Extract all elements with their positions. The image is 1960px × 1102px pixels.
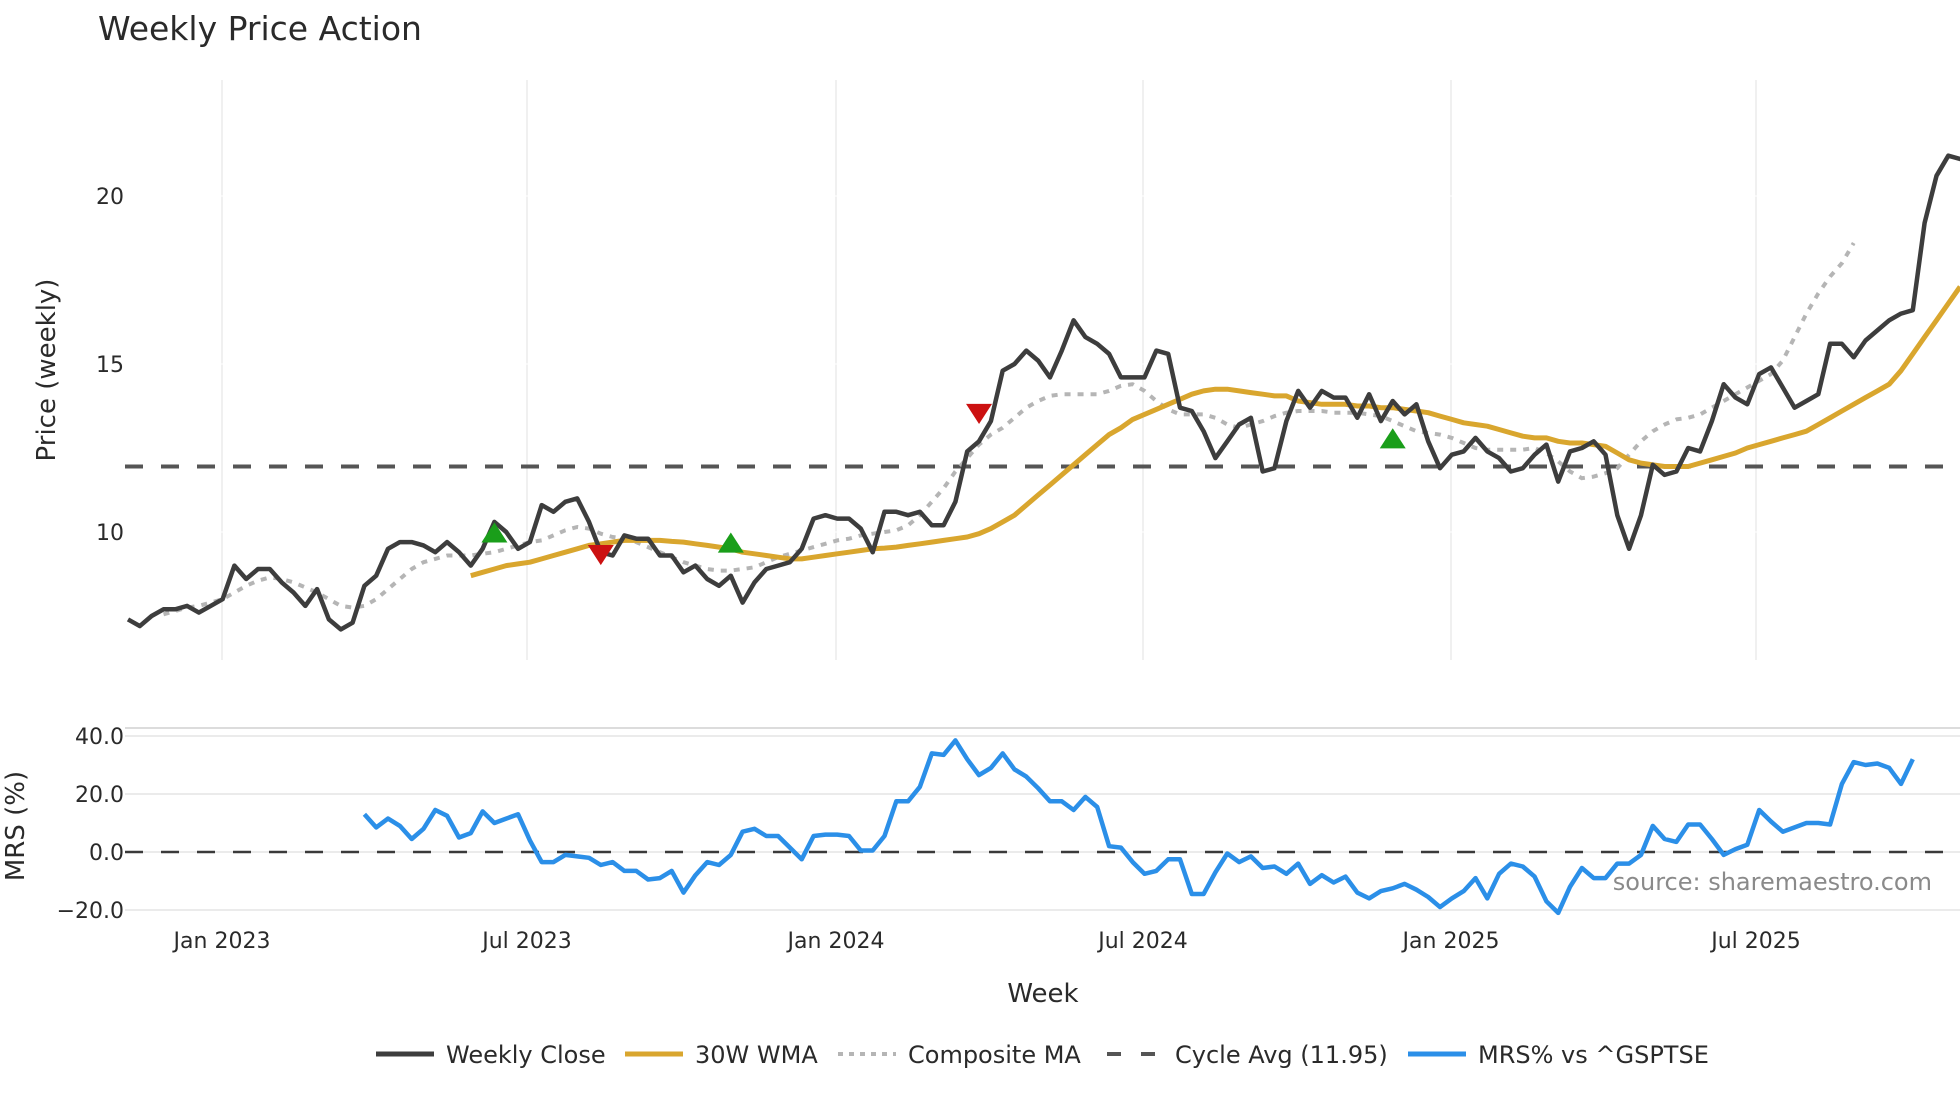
legend-label: Weekly Close bbox=[446, 1041, 606, 1069]
buy-signal-triangle-up-icon bbox=[481, 522, 508, 543]
buy-signal-triangle-up-icon bbox=[1379, 428, 1406, 449]
sell-signal-triangle-down-icon bbox=[587, 545, 614, 566]
mrs-line bbox=[362, 738, 1915, 916]
composite-ma-line bbox=[162, 241, 1856, 617]
price-panel-grid bbox=[125, 80, 1960, 660]
legend-item-weekly-close[interactable]: Weekly Close bbox=[376, 1041, 606, 1069]
price-y-tick-label: 20 bbox=[96, 185, 124, 210]
signal-markers bbox=[481, 403, 1406, 566]
legend-label: MRS% vs ^GSPTSE bbox=[1478, 1041, 1709, 1069]
price-y-axis-ticks: 10 15 20 bbox=[96, 185, 124, 546]
x-tick-label: Jul 2023 bbox=[480, 929, 572, 954]
price-y-axis-title: Price (weekly) bbox=[32, 279, 62, 462]
chart-title: Weekly Price Action bbox=[98, 9, 422, 48]
source-watermark: source: sharemaestro.com bbox=[1613, 868, 1932, 896]
mrs-y-tick-label: 20.0 bbox=[75, 783, 124, 808]
x-axis-ticks: Jan 2023 Jul 2023 Jan 2024 Jul 2024 Jan 2025… bbox=[172, 929, 1801, 954]
legend-label: Composite MA bbox=[908, 1041, 1081, 1069]
weekly-close-line bbox=[126, 153, 1960, 632]
legend-label: 30W WMA bbox=[695, 1041, 818, 1069]
legend-item-cycle-avg[interactable]: Cycle Avg (11.95) bbox=[1107, 1041, 1388, 1069]
mrs-y-tick-label: 0.0 bbox=[89, 841, 124, 866]
wma-30w-line bbox=[470, 285, 1960, 579]
mrs-y-tick-label: −20.0 bbox=[57, 899, 124, 924]
price-y-tick-label: 15 bbox=[96, 353, 124, 378]
legend-item-composite[interactable]: Composite MA bbox=[838, 1041, 1081, 1069]
x-tick-label: Jan 2024 bbox=[786, 929, 885, 954]
mrs-series bbox=[362, 738, 1915, 916]
x-tick-label: Jan 2025 bbox=[1401, 929, 1500, 954]
x-tick-label: Jul 2025 bbox=[1709, 929, 1801, 954]
price-y-tick-label: 10 bbox=[96, 521, 124, 546]
price-series bbox=[126, 153, 1960, 632]
legend-item-mrs[interactable]: MRS% vs ^GSPTSE bbox=[1408, 1041, 1709, 1069]
mrs-y-tick-label: 40.0 bbox=[75, 725, 124, 750]
legend-item-wma[interactable]: 30W WMA bbox=[625, 1041, 818, 1069]
x-axis-title: Week bbox=[1007, 979, 1078, 1009]
mrs-y-axis-title: MRS (%) bbox=[1, 771, 31, 881]
sell-signal-triangle-down-icon bbox=[966, 403, 993, 425]
mrs-y-axis-ticks: −20.0 0.0 20.0 40.0 bbox=[57, 725, 124, 924]
x-tick-label: Jan 2023 bbox=[172, 929, 271, 954]
legend: Weekly Close 30W WMA Composite MA Cycle Avg… bbox=[376, 1041, 1709, 1069]
buy-signal-triangle-up-icon bbox=[717, 532, 744, 553]
legend-label: Cycle Avg (11.95) bbox=[1175, 1041, 1388, 1069]
x-tick-label: Jul 2024 bbox=[1096, 929, 1188, 954]
